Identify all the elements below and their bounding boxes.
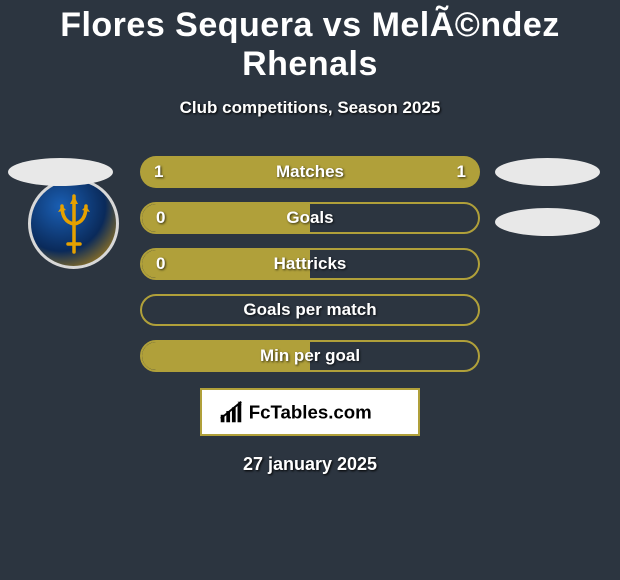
- fctables-logo: FcTables.com: [217, 398, 404, 426]
- stat-row: 0 Goals: [0, 202, 620, 234]
- stat-bar-mpg: Min per goal: [140, 340, 480, 372]
- comparison-card: Flores Sequera vs MelÃ©ndez Rhenals Club…: [0, 0, 620, 580]
- brand-text: FcTables.com: [248, 402, 371, 423]
- logo-placeholder-right: [495, 158, 600, 186]
- page-title: Flores Sequera vs MelÃ©ndez Rhenals: [0, 0, 620, 84]
- stat-label: Goals per match: [142, 300, 478, 320]
- stat-bar-gpm: Goals per match: [140, 294, 480, 326]
- stat-label: Goals: [142, 208, 478, 228]
- stat-label: Min per goal: [142, 346, 478, 366]
- stat-value-right: 1: [457, 162, 466, 182]
- stat-label: Matches: [140, 162, 480, 182]
- stat-bar-hattricks: 0 Hattricks: [140, 248, 480, 280]
- date-label: 27 january 2025: [0, 454, 620, 475]
- brand-box: FcTables.com: [200, 388, 420, 436]
- stat-row: 0 Hattricks: [0, 248, 620, 280]
- logo-placeholder-right: [495, 208, 600, 236]
- stat-bar-goals: 0 Goals: [140, 202, 480, 234]
- stat-row: Min per goal: [0, 340, 620, 372]
- stat-label: Hattricks: [142, 254, 478, 274]
- stat-bar-matches: 1 Matches 1: [140, 156, 480, 188]
- page-subtitle: Club competitions, Season 2025: [0, 98, 620, 118]
- stat-row: 1 Matches 1: [0, 156, 620, 188]
- stat-row: Goals per match: [0, 294, 620, 326]
- logo-placeholder-left: [8, 158, 113, 186]
